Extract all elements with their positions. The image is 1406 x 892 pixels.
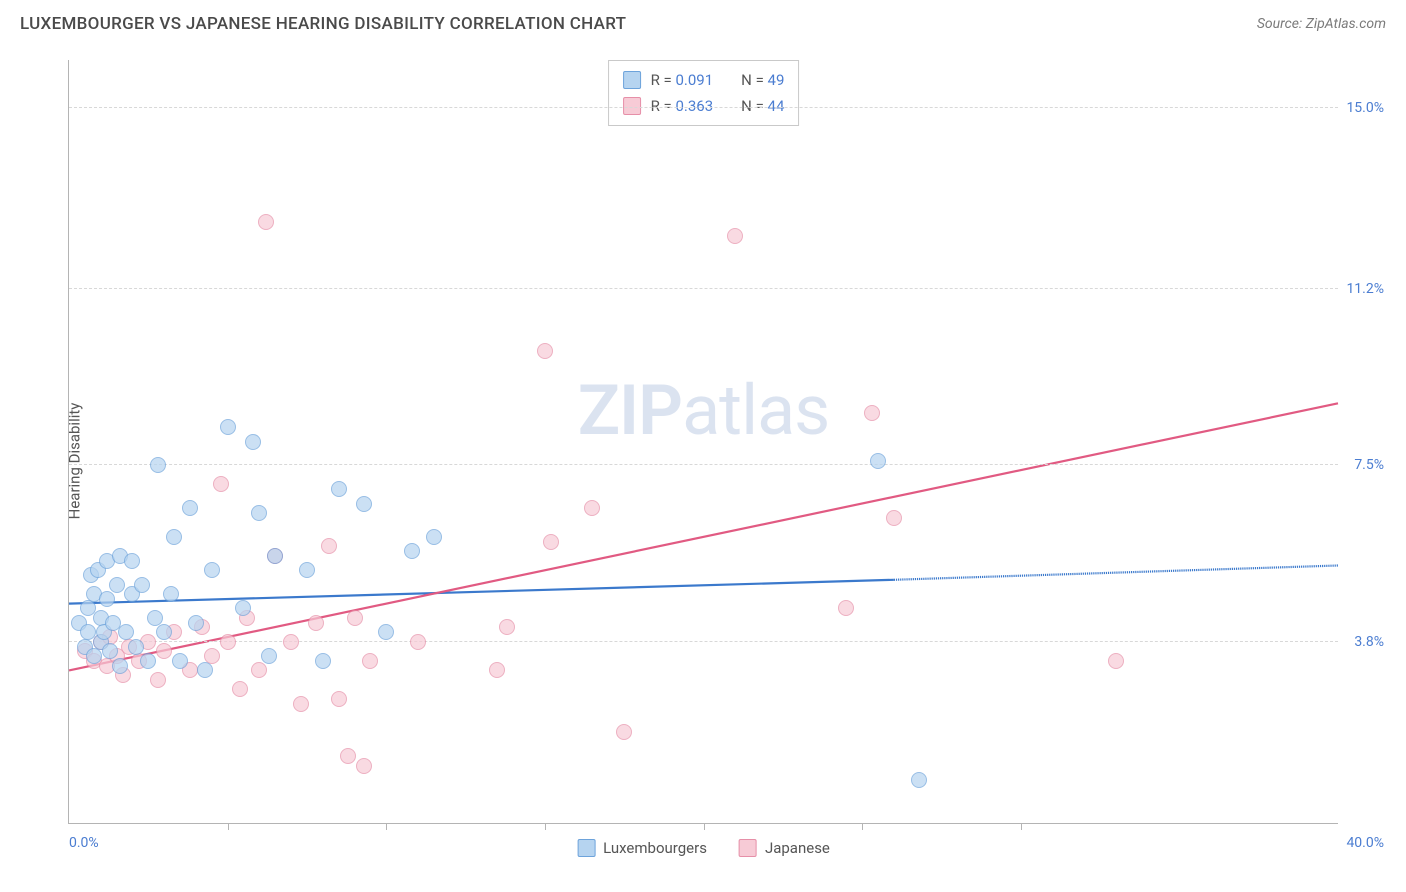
data-point-lux: [156, 624, 172, 640]
legend-row-lux: R = 0.091 N = 49: [623, 67, 785, 93]
data-point-lux: [86, 648, 102, 664]
data-point-lux: [99, 591, 115, 607]
x-axis-max-label: 40.0%: [1346, 835, 1384, 851]
data-point-jpn: [543, 534, 559, 550]
data-point-jpn: [340, 748, 356, 764]
correlation-legend: R = 0.091 N = 49 R = 0.363 N = 44: [608, 60, 800, 126]
data-point-jpn: [489, 662, 505, 678]
data-point-lux: [245, 434, 261, 450]
source-attribution: Source: ZipAtlas.com: [1257, 16, 1386, 32]
data-point-lux: [140, 653, 156, 669]
x-tick: [228, 823, 229, 830]
data-point-lux: [112, 658, 128, 674]
data-point-lux: [315, 653, 331, 669]
data-point-lux: [299, 562, 315, 578]
data-point-jpn: [283, 634, 299, 650]
x-tick: [545, 823, 546, 830]
data-point-jpn: [220, 634, 236, 650]
data-point-lux: [172, 653, 188, 669]
data-point-lux: [166, 529, 182, 545]
data-point-lux: [197, 662, 213, 678]
y-tick-label: 7.5%: [1354, 457, 1384, 473]
x-axis-min-label: 0.0%: [69, 835, 99, 851]
data-point-jpn: [251, 662, 267, 678]
data-point-jpn: [727, 228, 743, 244]
plot-region: ZIPatlas R = 0.091 N = 49 R = 0.363 N = …: [68, 60, 1338, 824]
y-tick-label: 15.0%: [1346, 100, 1384, 116]
data-point-jpn: [410, 634, 426, 650]
data-point-jpn: [616, 724, 632, 740]
data-point-lux: [204, 562, 220, 578]
series-swatch-lux: [577, 839, 595, 857]
data-point-lux: [356, 496, 372, 512]
data-point-lux: [331, 481, 347, 497]
data-point-jpn: [499, 619, 515, 635]
data-point-jpn: [347, 610, 363, 626]
data-point-jpn: [537, 343, 553, 359]
gridline: [69, 464, 1338, 465]
data-point-lux: [147, 610, 163, 626]
data-point-lux: [109, 577, 125, 593]
data-point-jpn: [331, 691, 347, 707]
data-point-lux: [220, 419, 236, 435]
x-tick: [862, 823, 863, 830]
data-point-jpn: [213, 476, 229, 492]
data-point-lux: [870, 453, 886, 469]
data-point-jpn: [1108, 653, 1124, 669]
y-tick-label: 11.2%: [1346, 281, 1384, 297]
data-point-lux: [378, 624, 394, 640]
x-tick: [1021, 823, 1022, 830]
y-tick-label: 3.8%: [1354, 634, 1384, 650]
data-point-lux: [118, 624, 134, 640]
data-point-lux: [102, 643, 118, 659]
data-point-jpn: [362, 653, 378, 669]
data-point-lux: [182, 500, 198, 516]
lux-r-value: 0.091: [675, 71, 713, 89]
x-tick: [704, 823, 705, 830]
data-point-lux: [404, 543, 420, 559]
gridline: [69, 641, 1338, 642]
data-point-lux: [124, 553, 140, 569]
data-point-lux: [261, 648, 277, 664]
chart-area: Hearing Disability ZIPatlas R = 0.091 N …: [20, 50, 1386, 872]
data-point-lux: [134, 577, 150, 593]
data-point-jpn: [886, 510, 902, 526]
data-point-lux: [267, 548, 283, 564]
series-label-lux: Luxembourgers: [603, 839, 707, 857]
legend-swatch-lux: [623, 71, 641, 89]
lux-n-value: 49: [768, 71, 785, 89]
data-point-lux: [128, 639, 144, 655]
data-point-jpn: [308, 615, 324, 631]
data-point-lux: [163, 586, 179, 602]
series-swatch-jpn: [739, 839, 757, 857]
series-item-jpn: Japanese: [739, 839, 830, 857]
data-point-jpn: [838, 600, 854, 616]
data-point-jpn: [356, 758, 372, 774]
n-prefix: N =: [741, 71, 767, 89]
data-point-jpn: [232, 681, 248, 697]
data-point-jpn: [293, 696, 309, 712]
series-item-lux: Luxembourgers: [577, 839, 707, 857]
data-point-jpn: [156, 643, 172, 659]
data-point-jpn: [864, 405, 880, 421]
data-point-lux: [251, 505, 267, 521]
gridline: [69, 288, 1338, 289]
r-prefix: R =: [651, 71, 676, 89]
data-point-lux: [426, 529, 442, 545]
gridline: [69, 107, 1338, 108]
data-point-jpn: [321, 538, 337, 554]
data-point-jpn: [150, 672, 166, 688]
x-tick: [386, 823, 387, 830]
data-point-jpn: [258, 214, 274, 230]
data-point-lux: [911, 772, 927, 788]
series-label-jpn: Japanese: [765, 839, 830, 857]
data-point-lux: [188, 615, 204, 631]
data-point-jpn: [584, 500, 600, 516]
data-point-lux: [150, 457, 166, 473]
chart-title: LUXEMBOURGER VS JAPANESE HEARING DISABIL…: [20, 14, 626, 34]
data-point-lux: [235, 600, 251, 616]
series-legend: Luxembourgers Japanese: [577, 839, 830, 857]
